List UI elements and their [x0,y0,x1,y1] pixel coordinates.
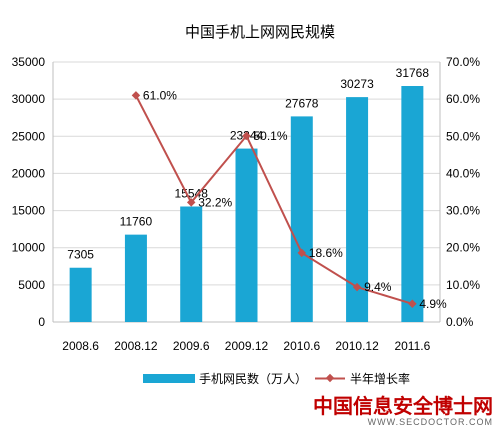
bar-series [69,86,424,322]
x-tick-label: 2011.6 [394,339,430,353]
bar-data-label: 30273 [340,77,374,91]
right-tick-label: 0.0% [446,315,474,329]
bar [69,267,92,322]
watermark-logo: 中国信息安全博士网 [313,394,493,418]
bar-data-label: 7305 [67,248,94,262]
left-tick-label: 35000 [12,55,46,69]
x-tick-label: 2008.12 [114,339,158,353]
left-tick-label: 30000 [12,92,46,106]
left-tick-label: 10000 [12,241,46,255]
right-tick-label: 60.0% [446,92,480,106]
chart-title: 中国手机上网网民规模 [185,23,335,41]
x-axis-ticks: 2008.6 2008.12 2009.6 2009.12 2010.6 2010.12 2… [62,339,430,353]
right-tick-label: 70.0% [446,55,480,69]
line-data-label: 61.0% [143,88,177,102]
line-series: 61.0% 32.2% 50.1% 18.6% 9.4% 4.9% [131,88,447,311]
legend-line-marker [325,373,335,383]
line-marker [186,198,196,207]
line-marker [297,248,307,258]
bar-data-label: 11760 [120,215,153,229]
left-axis-ticks: 0 5000 10000 15000 20000 25000 30000 35000 [12,55,46,329]
legend-bar-label: 手机网民数（万人） [199,371,307,386]
bar [124,234,147,322]
watermark-url: WWW.SECDOCTOR.COM [368,417,493,427]
bar-data-labels: 7305117601554823344276783027331768 [67,66,429,262]
legend-line-label: 半年增长率 [350,371,410,386]
line-data-label: 32.2% [198,195,232,209]
left-tick-label: 15000 [12,204,46,218]
bar [401,86,424,322]
bar-data-label: 15548 [175,187,209,201]
line-data-label: 50.1% [254,129,288,143]
line-data-label: 9.4% [364,280,392,294]
left-tick-label: 20000 [12,166,46,180]
line-marker [131,91,141,100]
right-tick-label: 10.0% [446,278,480,292]
right-tick-label: 30.0% [446,204,480,218]
bar [346,97,369,322]
x-tick-label: 2008.6 [62,339,99,353]
left-tick-label: 25000 [12,129,46,143]
right-tick-label: 20.0% [446,241,480,255]
right-tick-label: 50.0% [446,129,480,143]
bar [235,148,258,322]
line-data-label: 4.9% [419,297,447,311]
x-tick-label: 2010.12 [335,339,379,353]
line-marker [408,299,417,309]
bar [290,116,313,322]
line-marker [242,131,251,141]
right-tick-label: 40.0% [446,166,480,180]
right-axis-ticks: 0.0% 10.0% 20.0% 30.0% 40.0% 50.0% 60.0% 70.0% [446,55,480,329]
watermark: 中国信息安全博士网 WWW.SECDOCTOR.COM [313,394,493,427]
bar-data-label: 27678 [285,96,319,110]
bar-data-label: 31768 [396,66,430,80]
bar [180,206,203,322]
left-tick-label: 5000 [18,278,45,292]
line-data-label: 18.6% [309,246,343,260]
x-tick-label: 2010.6 [283,339,320,353]
legend: 手机网民数（万人） 半年增长率 [143,371,410,386]
legend-bar-swatch [143,374,195,383]
x-tick-label: 2009.12 [225,339,269,353]
line-path [135,94,413,305]
line-marker [352,282,362,292]
left-tick-label: 0 [38,315,45,329]
x-tick-label: 2009.6 [173,339,210,353]
